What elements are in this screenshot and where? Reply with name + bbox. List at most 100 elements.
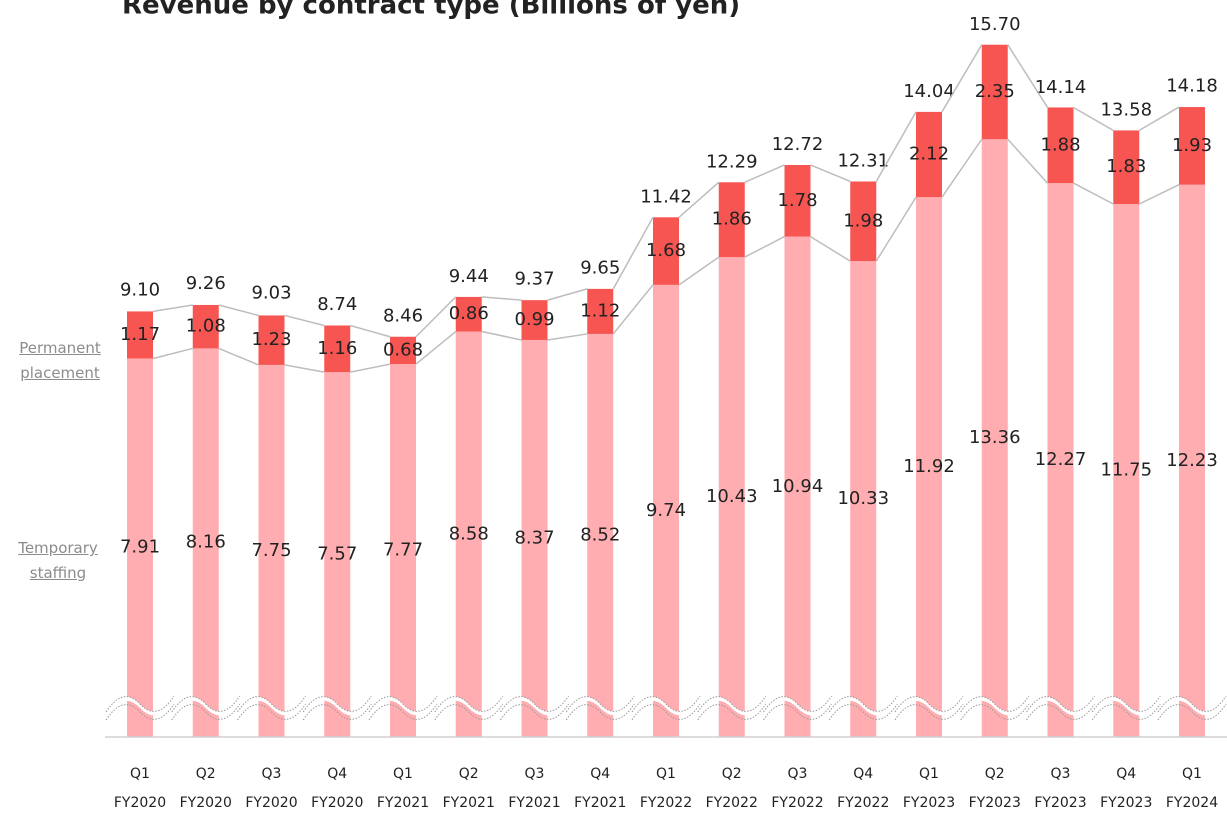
connector-line [350,363,391,373]
value-label: 2.12 [909,144,949,165]
bar-segment [258,315,285,365]
chart-title: Revenue by contract type (Billions of ye… [122,0,740,21]
connector-line [744,164,785,183]
axis-break-line [763,695,832,713]
bar-segment [390,336,416,365]
connector-line [350,324,391,338]
total-label: 8.74 [317,294,357,315]
x-tick-label: FY2022 [771,795,823,811]
axis-break-line [1091,703,1161,721]
total-label: 9.65 [580,257,620,278]
bar-segment [981,139,1008,737]
value-label: 8.16 [186,532,226,553]
connector-line [612,216,654,290]
x-tick-label: FY2020 [245,795,297,811]
x-tick-label: Q2 [722,766,742,782]
value-label: 8.52 [580,524,620,545]
axis-break [697,696,766,716]
axis-break-line [960,695,1030,713]
axis-break-line [302,703,372,721]
value-label: 0.99 [514,309,554,330]
bar-segment [324,325,351,373]
value-label: 9.74 [646,500,686,521]
value-label: 1.16 [317,338,357,359]
x-tick-label: Q4 [1116,766,1136,782]
connector-line [810,164,851,183]
axis-break [1092,696,1161,716]
x-tick-label: Q4 [327,766,347,782]
x-tick-label: Q4 [853,766,873,782]
bar-segment [127,311,153,359]
bar-segment [1179,184,1205,738]
value-label: 1.78 [777,190,817,211]
bar-segment [521,300,548,340]
x-tick-label: FY2023 [1034,795,1086,811]
axis-break [237,696,306,716]
axis-break [829,696,898,716]
bar-segment [850,261,877,737]
value-label: 13.36 [969,427,1021,448]
bar-segment [455,331,482,737]
value-label: 0.68 [383,339,423,360]
axis-break-line [368,703,438,721]
total-label: 13.58 [1100,99,1152,120]
bar-segment [455,296,482,332]
value-label: 1.98 [843,210,883,231]
total-label: 9.44 [449,266,489,287]
x-tick-label: FY2023 [969,795,1021,811]
total-label: 9.26 [186,273,226,294]
x-tick-label: Q3 [1051,766,1071,782]
x-tick-label: FY2022 [706,795,758,811]
x-tick-label: Q1 [1182,766,1202,782]
axis-break-line [500,703,569,721]
value-label: 1.93 [1172,135,1212,156]
x-tick-label: Q1 [130,766,150,782]
x-tick-label: FY2021 [443,795,495,811]
x-tick-label: FY2022 [640,795,692,811]
bar-segment [127,358,153,737]
bar-segment [784,164,811,237]
connector-line [810,235,851,262]
total-label: 12.72 [772,134,824,155]
axis-break-line [105,695,175,713]
axis-break [763,696,832,716]
bar-segment [587,333,614,737]
connector-line [152,347,193,360]
bar-segment [718,182,745,258]
connector-line [1073,106,1114,132]
value-label: 1.08 [186,316,226,337]
connector-line [218,347,259,366]
axis-break-line [894,695,964,713]
axis-break-line [1157,703,1227,721]
bar-segment [916,111,942,198]
value-label: 12.27 [1035,449,1087,470]
axis-break-line [894,703,964,721]
bar-segment [587,288,614,334]
axis-break-line [434,695,504,713]
connector-line [612,284,654,335]
total-label: 12.31 [837,150,889,171]
axis-break-line [828,703,898,721]
value-label: 1.86 [712,209,752,230]
total-label: 8.46 [383,305,423,326]
value-label: 10.43 [706,486,758,507]
connector-line [678,256,720,286]
bar-segment [390,364,416,737]
total-label: 9.37 [514,269,554,290]
bar-segment [1113,204,1140,738]
connector-line [284,314,325,327]
connector-line [678,181,720,218]
connector-line [481,296,522,301]
x-tick-label: Q1 [656,766,676,782]
value-label: 11.92 [903,456,955,477]
total-label: 11.42 [640,186,692,207]
legend-permanent: Permanent placement [19,339,101,382]
value-label: 1.88 [1040,134,1080,155]
connector-line [218,304,259,317]
bar-segment [192,304,219,349]
axis-break-line [631,703,701,721]
x-tick-label: FY2020 [180,795,232,811]
value-label: 2.35 [975,81,1015,102]
axis-break-line [171,703,241,721]
bar-segment [850,181,877,262]
